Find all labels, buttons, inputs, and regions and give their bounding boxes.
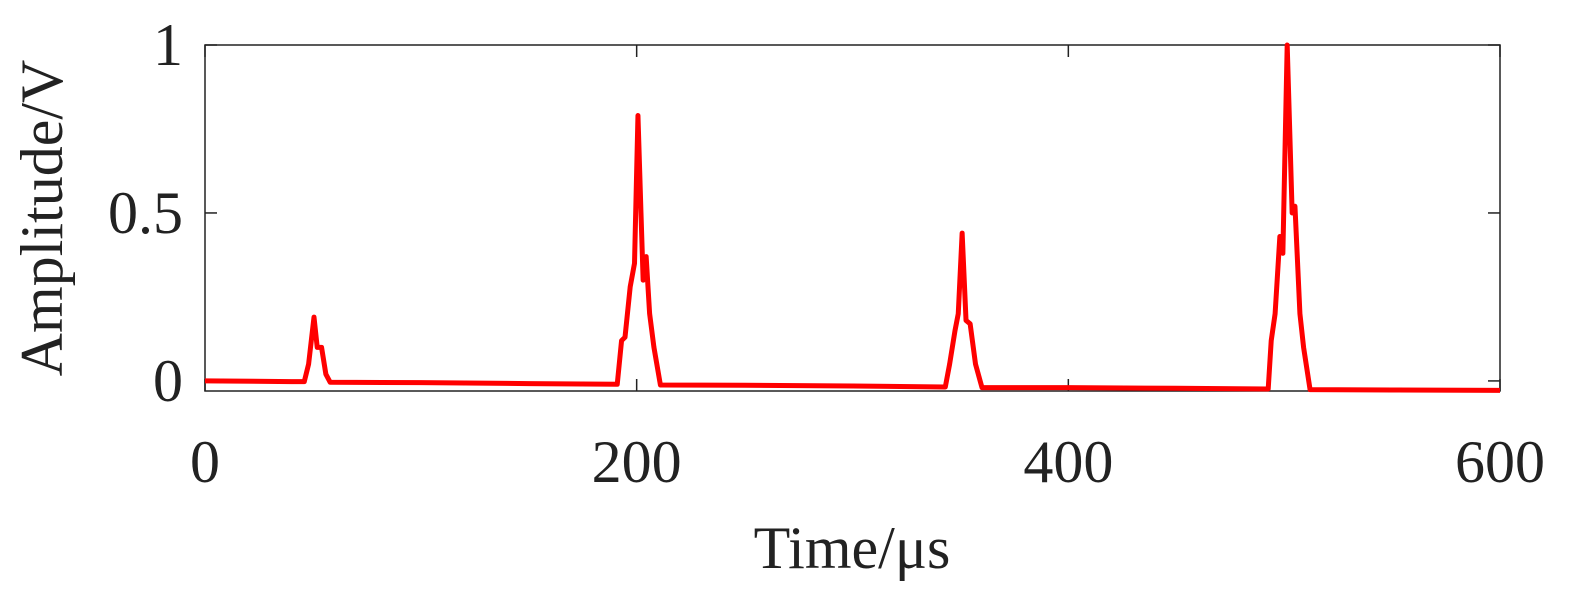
y-axis-title: Amplitude/V <box>9 60 75 377</box>
x-axis-title: Time/μs <box>754 515 951 581</box>
data-line <box>204 42 1501 393</box>
plot-frame <box>204 44 1501 392</box>
x-tick-label: 400 <box>1023 429 1113 495</box>
y-tick-label: 0.5 <box>108 180 183 246</box>
x-tick-label: 600 <box>1455 429 1545 495</box>
x-tick-label: 200 <box>592 429 682 495</box>
y-tick-label: 1 <box>153 12 183 78</box>
y-tick-label: 0 <box>153 348 183 414</box>
x-tick-label: 0 <box>190 429 220 495</box>
